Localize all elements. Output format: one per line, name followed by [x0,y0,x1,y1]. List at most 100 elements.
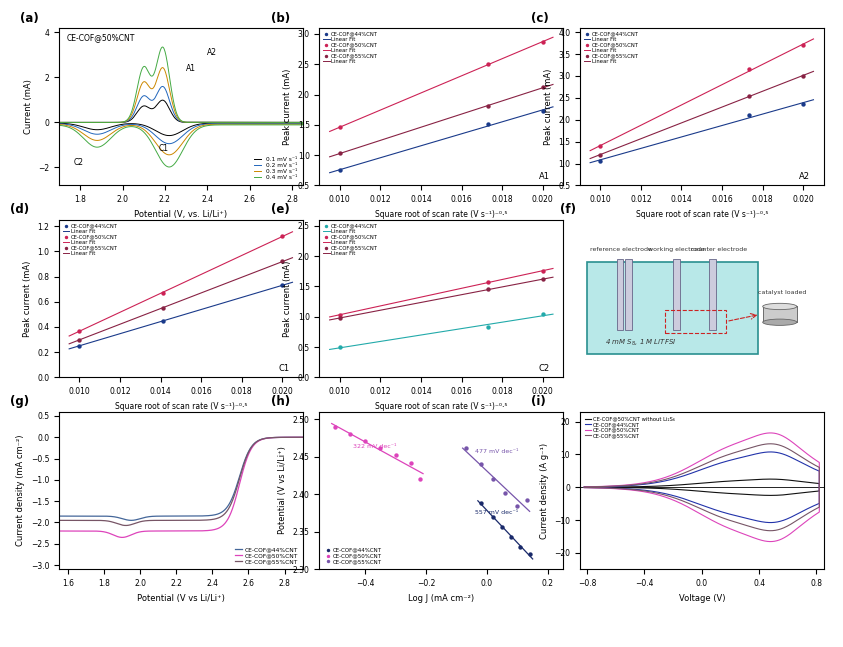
Text: catalyst loaded: catalyst loaded [758,290,807,295]
Point [505,532,518,542]
Point [536,106,550,116]
X-axis label: Square root of scan rate (V s⁻¹)⁻⁰⋅⁵: Square root of scan rate (V s⁻¹)⁻⁰⋅⁵ [636,210,768,219]
Text: 4 mM S$_8$, 1 M LiTFSI: 4 mM S$_8$, 1 M LiTFSI [605,337,677,347]
Point [520,495,534,505]
Text: (d): (d) [10,203,30,217]
Point [474,459,487,470]
Ellipse shape [763,303,797,310]
Point [481,322,495,333]
Text: 557 mV dec⁻¹: 557 mV dec⁻¹ [475,510,518,515]
Point [459,443,472,454]
Point [389,450,402,461]
Point [373,443,387,454]
Point [536,82,550,93]
Point [742,91,755,101]
Point [474,498,487,509]
Point [333,342,346,352]
Text: A1: A1 [539,172,550,181]
Text: A2: A2 [207,48,217,57]
Text: (g): (g) [10,395,30,408]
Legend: CE-COF@44%CNT, Linear Fit, CE-COF@50%CNT, Linear Fit, CE-COF@55%CNT, Linear Fit: CE-COF@44%CNT, Linear Fit, CE-COF@50%CNT… [62,223,119,257]
Point [536,309,550,319]
Text: working electrode: working electrode [647,247,705,252]
Point [72,341,86,351]
Text: 322 mV dec⁻¹: 322 mV dec⁻¹ [353,444,396,449]
Point [343,429,357,439]
Ellipse shape [763,319,797,325]
Y-axis label: Peak current (mA): Peak current (mA) [544,69,552,145]
Text: reference electrode: reference electrode [590,247,652,252]
Point [496,522,509,532]
Point [72,325,86,336]
Point [593,155,607,166]
Point [276,231,289,241]
Point [593,141,607,151]
Point [276,280,289,291]
X-axis label: Potential (V vs Li/Li⁺): Potential (V vs Li/Li⁺) [137,594,225,602]
X-axis label: Square root of scan rate (V s⁻¹)⁻⁰⋅⁵: Square root of scan rate (V s⁻¹)⁻⁰⋅⁵ [375,402,507,411]
Point [498,488,512,498]
Y-axis label: Current density (A g⁻¹): Current density (A g⁻¹) [540,443,549,538]
Point [511,500,524,510]
Point [513,542,527,552]
Text: counter electrode: counter electrode [690,247,747,252]
Text: (f): (f) [561,203,577,217]
Point [333,165,346,175]
Point [276,256,289,267]
Text: C2: C2 [74,159,83,167]
Point [486,512,500,522]
Point [481,276,495,287]
Point [536,37,550,47]
Legend: CE-COF@44%CNT, Linear Fit, CE-COF@50%CNT, Linear Fit, CE-COF@55%CNT, Linear Fit: CE-COF@44%CNT, Linear Fit, CE-COF@50%CNT… [583,30,640,65]
X-axis label: Square root of scan rate (V s⁻¹)⁻⁰⋅⁵: Square root of scan rate (V s⁻¹)⁻⁰⋅⁵ [115,402,247,411]
Text: (i): (i) [531,395,546,408]
Text: 477 mV dec⁻¹: 477 mV dec⁻¹ [475,449,518,454]
Y-axis label: Potential (V vs Li/Li⁺): Potential (V vs Li/Li⁺) [278,446,287,534]
Point [523,549,536,560]
Text: CE-COF@50%CNT: CE-COF@50%CNT [67,34,135,43]
Y-axis label: Peak current (mA): Peak current (mA) [23,260,31,337]
Point [481,118,495,129]
Legend: CE-COF@50%CNT without Li₂S₆, CE-COF@44%CNT, CE-COF@50%CNT, CE-COF@55%CNT: CE-COF@50%CNT without Li₂S₆, CE-COF@44%C… [583,414,677,440]
Point [486,474,500,484]
Point [481,284,495,294]
Point [797,40,810,50]
Point [328,422,341,433]
Point [333,122,346,133]
Y-axis label: Current density (mA cm⁻²): Current density (mA cm⁻²) [16,435,25,546]
Point [333,148,346,159]
Legend: CE-COF@44%CNT, Linear Fit, CE-COF@50%CNT, Linear Fit, CE-COF@55%CNT, Linear Fit: CE-COF@44%CNT, Linear Fit, CE-COF@50%CNT… [322,30,379,65]
Legend: CE-COF@44%CNT, CE-COF@50%CNT, CE-COF@55%CNT: CE-COF@44%CNT, CE-COF@50%CNT, CE-COF@55%… [322,545,384,567]
Point [797,71,810,81]
Y-axis label: Peak current (mA): Peak current (mA) [283,69,292,145]
X-axis label: Square root of scan rate (V s⁻¹)⁻⁰⋅⁵: Square root of scan rate (V s⁻¹)⁻⁰⋅⁵ [375,210,507,219]
Point [742,64,755,74]
Point [536,266,550,276]
Point [157,288,170,298]
Text: (h): (h) [271,395,290,408]
Bar [673,259,679,330]
Point [157,303,170,313]
Y-axis label: Current (mA): Current (mA) [24,79,33,134]
Point [72,334,86,345]
Bar [616,259,623,330]
X-axis label: Voltage (V): Voltage (V) [679,594,725,602]
Bar [588,262,758,354]
Point [742,110,755,120]
Text: C1: C1 [158,144,169,153]
Legend: CE-COF@44%CNT, CE-COF@50%CNT, CE-COF@55%CNT: CE-COF@44%CNT, CE-COF@50%CNT, CE-COF@55%… [233,545,300,566]
Point [481,59,495,69]
Point [157,316,170,326]
Legend: 0.1 mV s⁻¹, 0.2 mV s⁻¹, 0.3 mV s⁻¹, 0.4 mV s⁻¹: 0.1 mV s⁻¹, 0.2 mV s⁻¹, 0.3 mV s⁻¹, 0.4 … [252,155,300,182]
Point [413,474,427,485]
Text: C2: C2 [539,364,550,373]
Point [593,149,607,160]
Text: A1: A1 [186,63,196,72]
Y-axis label: Peak current (mA): Peak current (mA) [283,260,292,337]
Text: (c): (c) [531,12,549,25]
X-axis label: Potential (V, vs. Li/Li⁺): Potential (V, vs. Li/Li⁺) [134,210,228,219]
Point [358,436,372,446]
X-axis label: Log J (mA cm⁻²): Log J (mA cm⁻²) [408,594,475,602]
Bar [763,307,797,322]
Point [481,101,495,111]
